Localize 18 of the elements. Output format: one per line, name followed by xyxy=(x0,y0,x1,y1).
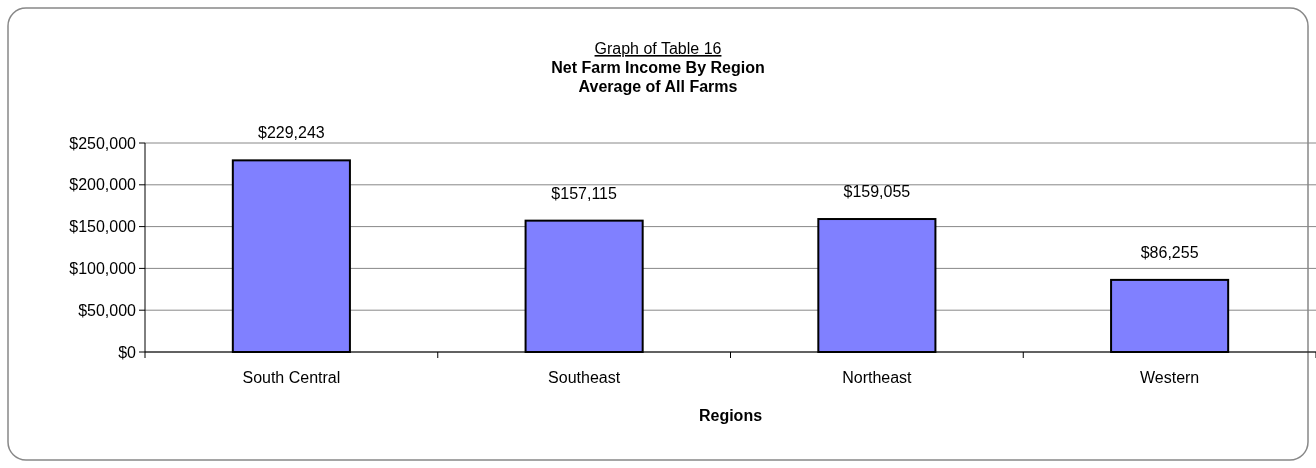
y-tick-label: $250,000 xyxy=(69,134,137,152)
x-tick-label: Southeast xyxy=(548,369,621,386)
y-tick-label: $50,000 xyxy=(78,301,137,319)
x-tick-label: South Central xyxy=(242,369,341,386)
data-label: $229,243 xyxy=(258,124,325,142)
x-tick-label: Northeast xyxy=(842,369,913,386)
y-tick-label: $150,000 xyxy=(69,218,137,236)
data-label: $86,255 xyxy=(1140,243,1199,261)
data-label: $159,055 xyxy=(843,183,911,201)
x-axis-title: Regions xyxy=(698,407,763,424)
y-tick-label: $0 xyxy=(118,343,137,361)
y-tick-label: $100,000 xyxy=(69,260,137,277)
x-tick-label: Western xyxy=(1139,369,1200,386)
text: Graph of Table 16 xyxy=(594,40,722,57)
y-tick-label: $200,000 xyxy=(69,176,137,194)
data-label: $157,115 xyxy=(551,184,617,202)
chart-title: Net Farm Income By Region xyxy=(551,59,765,76)
chart-subtitle: Average of All Farms xyxy=(578,78,738,95)
